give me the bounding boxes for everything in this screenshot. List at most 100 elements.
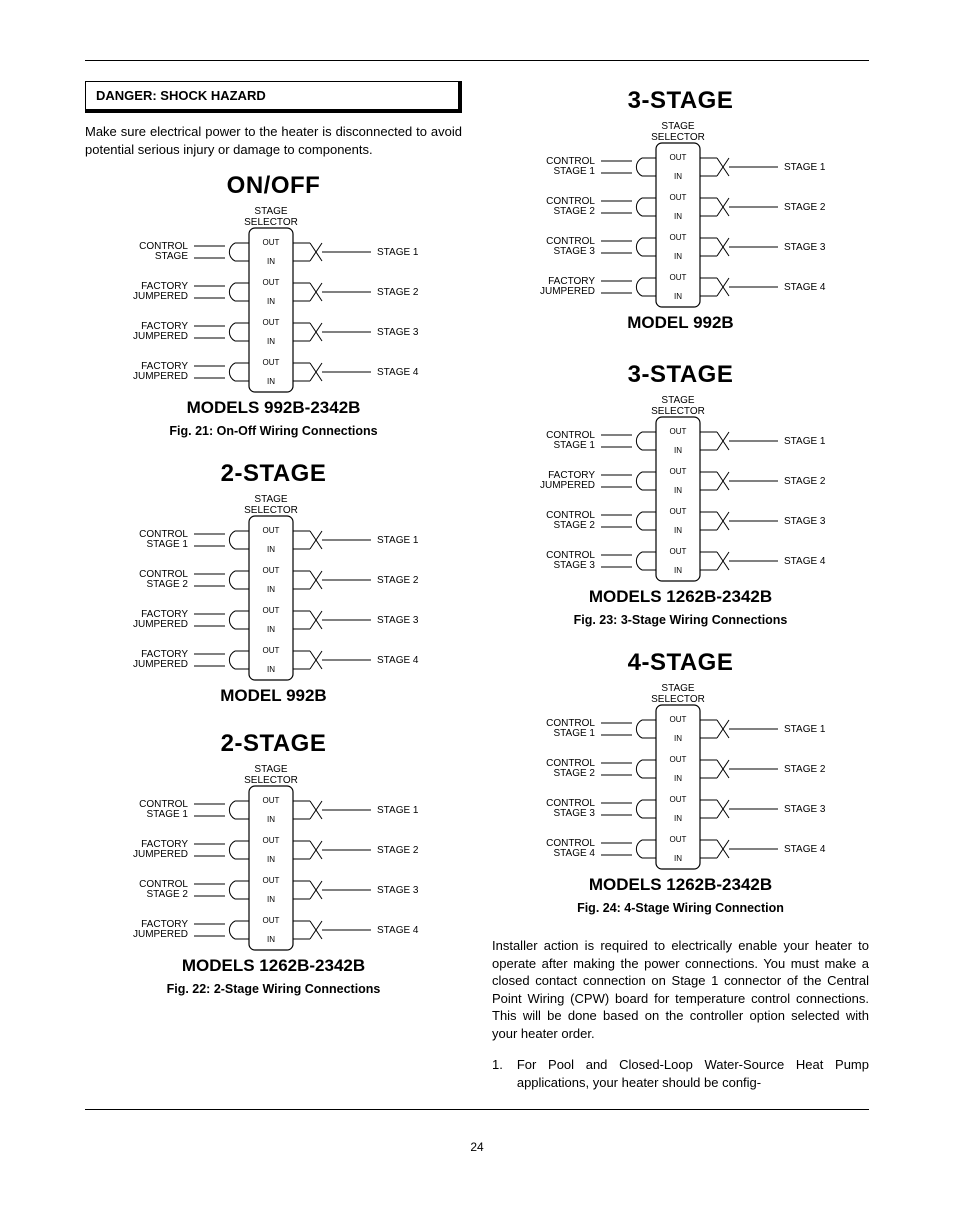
svg-text:STAGE 4: STAGE 4 [784, 844, 826, 855]
svg-text:IN: IN [267, 585, 275, 594]
svg-text:IN: IN [674, 172, 682, 181]
svg-text:OUT: OUT [262, 916, 279, 925]
caption-fig21: Fig. 21: On-Off Wiring Connections [85, 424, 462, 438]
svg-text:OUT: OUT [262, 876, 279, 885]
title-2stage-b: 2-STAGE [85, 730, 462, 758]
svg-text:SELECTOR: SELECTOR [244, 775, 298, 786]
svg-text:OUT: OUT [669, 153, 686, 162]
svg-text:IN: IN [674, 854, 682, 863]
svg-text:SELECTOR: SELECTOR [244, 217, 298, 228]
svg-text:STAGE 3: STAGE 3 [553, 246, 595, 257]
svg-text:IN: IN [674, 734, 682, 743]
svg-text:STAGE 1: STAGE 1 [553, 166, 595, 177]
svg-text:STAGE 2: STAGE 2 [146, 579, 188, 590]
installer-paragraph: Installer action is required to electric… [492, 937, 869, 1042]
svg-text:STAGE 2: STAGE 2 [146, 889, 188, 900]
diagram-2stage-a: STAGESELECTOROUTINCONTROLSTAGE 1STAGE 1O… [124, 492, 424, 682]
svg-text:STAGE 4: STAGE 4 [553, 848, 595, 859]
model-4stage: MODELS 1262B-2342B [492, 875, 869, 895]
svg-text:IN: IN [674, 774, 682, 783]
svg-text:IN: IN [267, 815, 275, 824]
svg-text:STAGE 1: STAGE 1 [377, 535, 419, 546]
svg-text:IN: IN [674, 212, 682, 221]
svg-text:OUT: OUT [669, 467, 686, 476]
svg-text:STAGE 1: STAGE 1 [377, 805, 419, 816]
svg-text:STAGE 2: STAGE 2 [784, 476, 826, 487]
svg-text:STAGE 3: STAGE 3 [377, 327, 419, 338]
danger-box: DANGER: SHOCK HAZARD [85, 81, 462, 113]
svg-text:STAGE 1: STAGE 1 [553, 440, 595, 451]
svg-text:JUMPERED: JUMPERED [539, 286, 594, 297]
diagram-3stage-a: STAGESELECTOROUTINCONTROLSTAGE 1STAGE 1O… [531, 119, 831, 309]
svg-text:STAGE 1: STAGE 1 [784, 162, 826, 173]
svg-text:OUT: OUT [262, 606, 279, 615]
title-4stage: 4-STAGE [492, 649, 869, 677]
svg-text:IN: IN [674, 252, 682, 261]
svg-text:IN: IN [674, 526, 682, 535]
svg-text:STAGE: STAGE [254, 494, 287, 505]
svg-text:IN: IN [674, 566, 682, 575]
svg-text:STAGE 2: STAGE 2 [784, 202, 826, 213]
svg-text:STAGE 2: STAGE 2 [784, 764, 826, 775]
left-column: DANGER: SHOCK HAZARD Make sure electrica… [85, 81, 462, 1091]
svg-text:OUT: OUT [262, 278, 279, 287]
svg-text:OUT: OUT [262, 318, 279, 327]
caption-fig24: Fig. 24: 4-Stage Wiring Connection [492, 901, 869, 915]
svg-text:STAGE 1: STAGE 1 [553, 728, 595, 739]
svg-text:STAGE 3: STAGE 3 [553, 808, 595, 819]
svg-text:STAGE 1: STAGE 1 [146, 809, 188, 820]
svg-text:STAGE: STAGE [661, 683, 694, 694]
list-item-1-num: 1. [492, 1056, 503, 1091]
svg-text:STAGE 3: STAGE 3 [553, 560, 595, 571]
svg-text:OUT: OUT [262, 836, 279, 845]
svg-text:STAGE 3: STAGE 3 [784, 516, 826, 527]
svg-text:SELECTOR: SELECTOR [651, 132, 705, 143]
diagram-2stage-b: STAGESELECTOROUTINCONTROLSTAGE 1STAGE 1O… [124, 762, 424, 952]
model-2stage-a: MODEL 992B [85, 686, 462, 706]
svg-text:STAGE 1: STAGE 1 [377, 247, 419, 258]
svg-text:STAGE 2: STAGE 2 [377, 575, 419, 586]
svg-text:OUT: OUT [669, 427, 686, 436]
svg-text:JUMPERED: JUMPERED [132, 619, 187, 630]
model-onoff: MODELS 992B-2342B [85, 398, 462, 418]
right-column: 3-STAGE STAGESELECTOROUTINCONTROLSTAGE 1… [492, 81, 869, 1091]
svg-text:STAGE 3: STAGE 3 [377, 885, 419, 896]
svg-text:STAGE 4: STAGE 4 [784, 282, 826, 293]
svg-text:OUT: OUT [262, 358, 279, 367]
svg-text:STAGE 2: STAGE 2 [377, 287, 419, 298]
bottom-rule [85, 1109, 869, 1110]
caption-fig23: Fig. 23: 3-Stage Wiring Connections [492, 613, 869, 627]
diagram-4stage: STAGESELECTOROUTINCONTROLSTAGE 1STAGE 1O… [531, 681, 831, 871]
svg-text:IN: IN [267, 625, 275, 634]
svg-text:IN: IN [674, 446, 682, 455]
svg-text:STAGE: STAGE [661, 395, 694, 406]
model-3stage-b: MODELS 1262B-2342B [492, 587, 869, 607]
list-item-1-text: For Pool and Closed-Loop Water-Source He… [517, 1056, 869, 1091]
svg-text:OUT: OUT [669, 507, 686, 516]
title-onoff: ON/OFF [85, 172, 462, 200]
title-2stage-a: 2-STAGE [85, 460, 462, 488]
model-3stage-a: MODEL 992B [492, 313, 869, 333]
list-item-1: 1. For Pool and Closed-Loop Water-Source… [492, 1056, 869, 1091]
svg-text:OUT: OUT [669, 755, 686, 764]
svg-text:STAGE: STAGE [254, 764, 287, 775]
svg-text:STAGE: STAGE [254, 206, 287, 217]
svg-text:JUMPERED: JUMPERED [132, 929, 187, 940]
svg-text:OUT: OUT [262, 646, 279, 655]
svg-text:JUMPERED: JUMPERED [539, 480, 594, 491]
svg-text:IN: IN [674, 486, 682, 495]
svg-text:STAGE 4: STAGE 4 [377, 925, 419, 936]
svg-text:JUMPERED: JUMPERED [132, 659, 187, 670]
svg-text:OUT: OUT [669, 193, 686, 202]
svg-text:STAGE: STAGE [661, 121, 694, 132]
svg-text:OUT: OUT [669, 715, 686, 724]
svg-text:IN: IN [267, 545, 275, 554]
svg-text:OUT: OUT [669, 547, 686, 556]
svg-text:IN: IN [267, 337, 275, 346]
svg-text:IN: IN [267, 665, 275, 674]
svg-text:IN: IN [267, 855, 275, 864]
svg-text:STAGE 1: STAGE 1 [784, 724, 826, 735]
svg-text:STAGE 2: STAGE 2 [377, 845, 419, 856]
model-2stage-b: MODELS 1262B-2342B [85, 956, 462, 976]
svg-text:OUT: OUT [669, 835, 686, 844]
